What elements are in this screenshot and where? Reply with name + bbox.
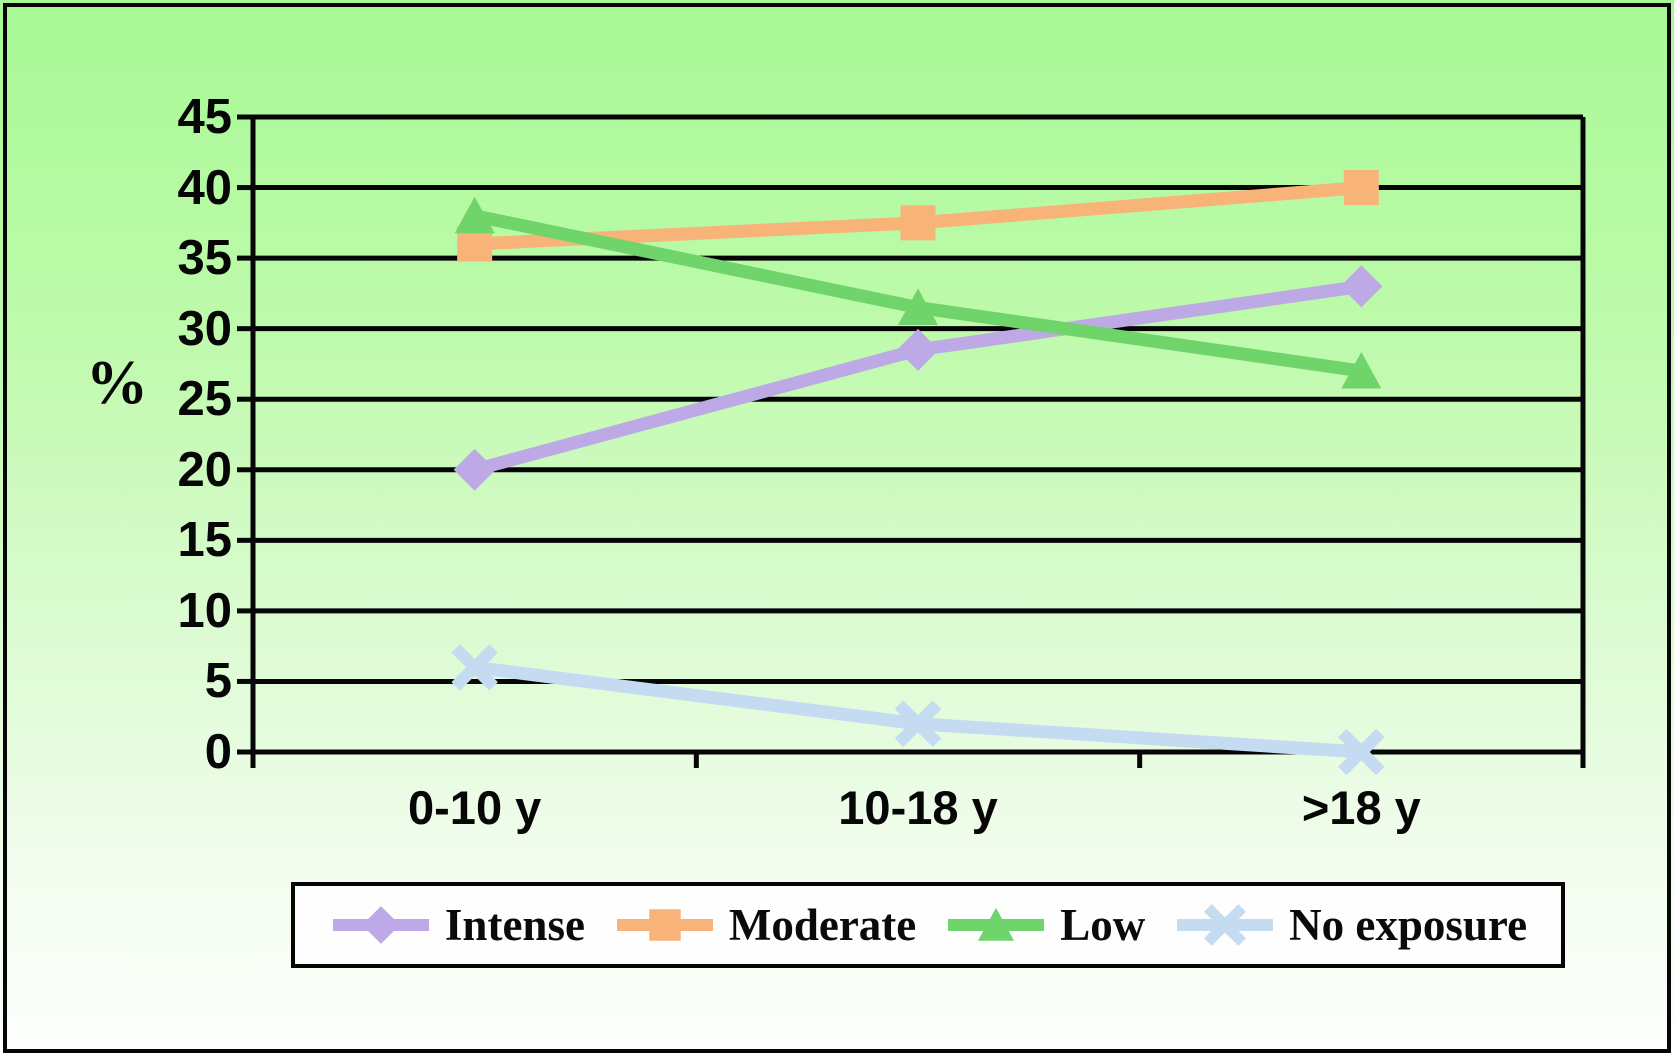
triangle-marker-icon	[898, 288, 938, 325]
y-tick-label: 5	[204, 654, 232, 709]
triangle-marker-icon	[1341, 352, 1382, 389]
legend-swatch	[948, 907, 1045, 941]
legend-label: Moderate	[728, 900, 917, 950]
diamond-marker-icon	[1340, 265, 1383, 308]
y-tick-label: 35	[177, 231, 232, 286]
legend-swatch	[616, 909, 713, 941]
square-marker-icon	[900, 205, 936, 241]
y-tick-label: 10	[177, 583, 232, 638]
x-marker-icon	[894, 700, 942, 748]
x-marker-icon	[1338, 728, 1385, 776]
y-axis-title: %	[86, 349, 148, 417]
legend-label: No exposure	[1289, 900, 1528, 950]
x-axis-label: 0-10 y	[408, 781, 542, 834]
legend-label: Intense	[444, 900, 585, 950]
y-tick-label: 25	[177, 372, 232, 427]
triangle-marker-icon	[978, 907, 1015, 941]
y-tick-label: 0	[204, 725, 232, 779]
x-axis-label: >18 y	[1301, 781, 1421, 834]
triangle-marker-icon	[454, 196, 495, 234]
legend-item-moderate: Moderate	[613, 899, 916, 951]
y-tick-label: 45	[177, 90, 232, 144]
legend-item-low: Low	[944, 899, 1145, 951]
diamond-marker-icon	[362, 906, 400, 944]
y-tick-label: 15	[177, 513, 232, 568]
legend-item-intense: Intense	[329, 899, 585, 951]
square-marker-icon	[1343, 170, 1379, 206]
legend: Intense Moderate Low No exposure	[291, 882, 1565, 968]
y-tick-label: 30	[177, 301, 232, 356]
x-marker-icon	[451, 644, 498, 691]
y-tick-label: 20	[177, 442, 232, 497]
x-marker-icon	[1204, 904, 1247, 946]
diamond-marker-icon	[897, 328, 939, 371]
legend-swatch	[1177, 904, 1274, 946]
legend-swatch	[332, 906, 429, 944]
legend-item-no-exposure: No exposure	[1173, 899, 1527, 951]
legend-label: Low	[1060, 900, 1146, 950]
square-marker-icon	[649, 909, 681, 941]
x-axis-label: 10-18 y	[838, 781, 998, 834]
diamond-marker-icon	[453, 448, 496, 491]
y-tick-label: 40	[177, 160, 232, 215]
